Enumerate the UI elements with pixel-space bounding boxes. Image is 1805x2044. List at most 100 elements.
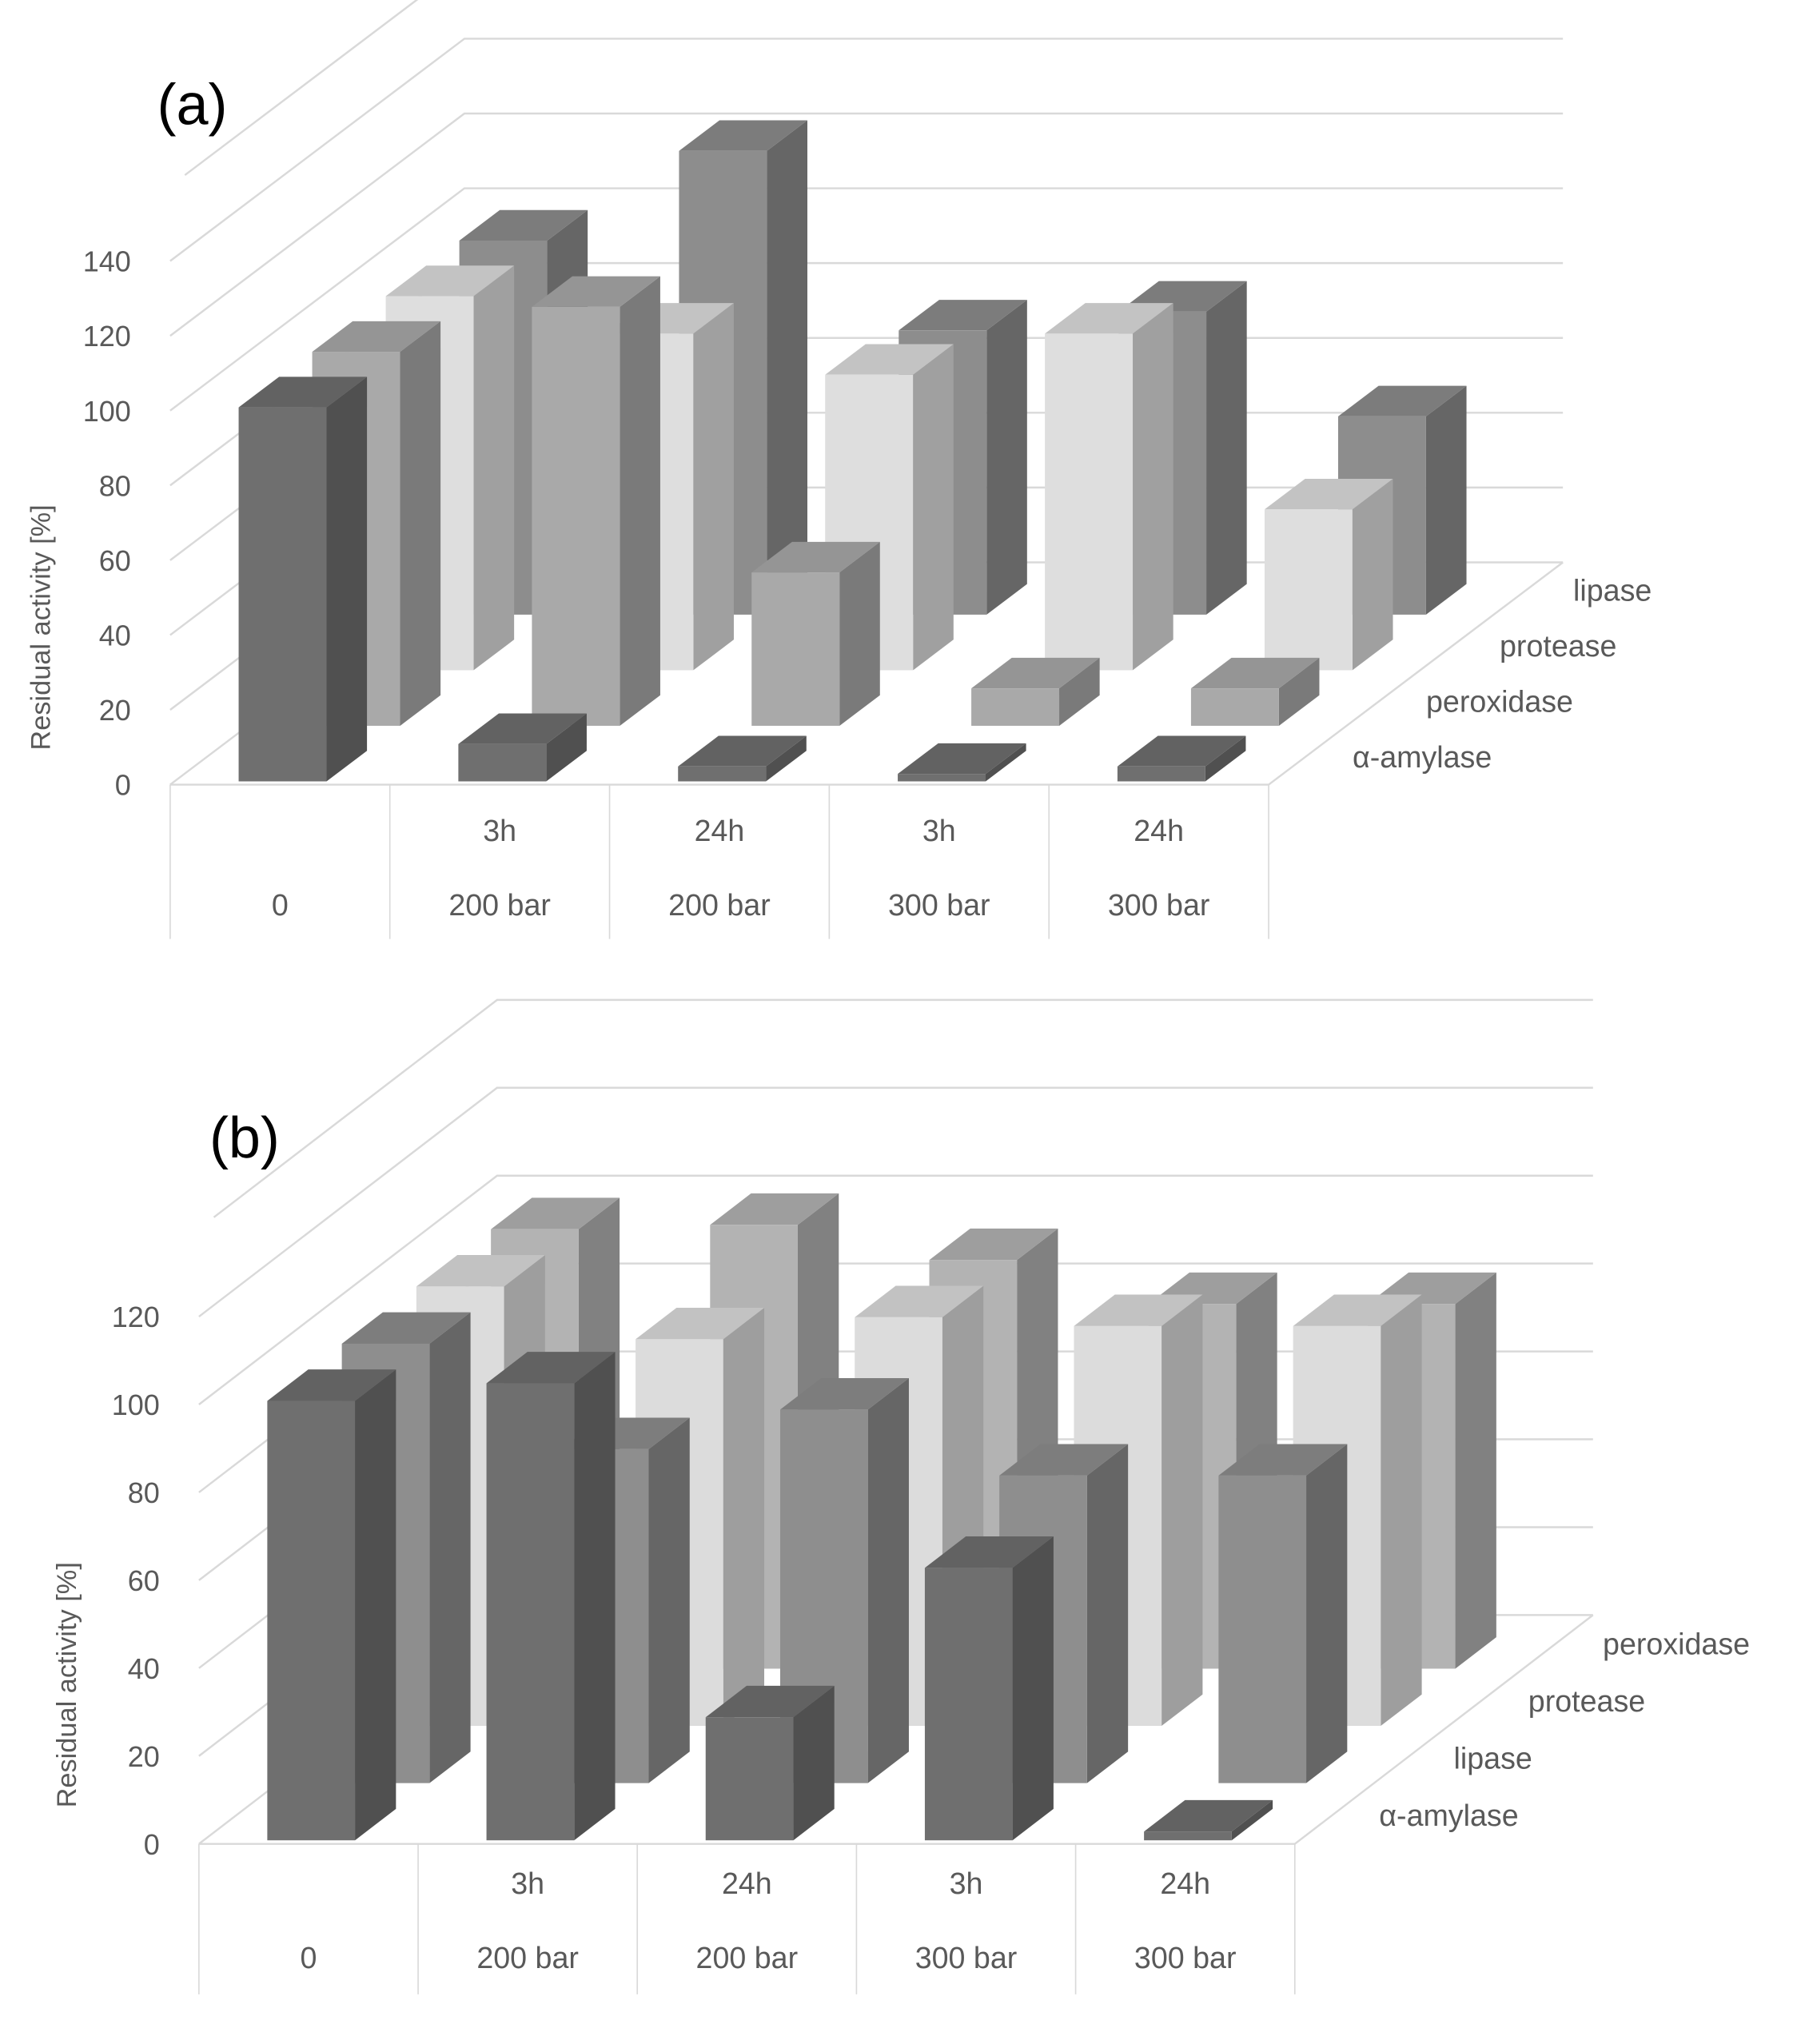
bar-front	[1190, 688, 1279, 726]
category-label: 24h	[1160, 1867, 1210, 1900]
bar-side	[723, 1307, 765, 1727]
bar-front	[705, 1717, 794, 1841]
bar-side	[1059, 657, 1100, 726]
gridline	[184, 0, 419, 177]
bar-top	[458, 713, 587, 744]
bar-top	[1264, 478, 1393, 510]
panel-label: (a)	[157, 73, 228, 137]
bar	[1190, 657, 1320, 726]
bar-front	[1264, 509, 1353, 671]
bar-side	[1381, 1294, 1422, 1727]
bar-front	[1218, 1475, 1307, 1783]
bar-side	[1133, 303, 1173, 671]
bar-top	[636, 1307, 765, 1340]
series-label: protease	[1500, 629, 1616, 663]
bar	[238, 377, 368, 782]
bar-top	[924, 1536, 1054, 1568]
category-label: 3h	[950, 1867, 983, 1900]
bar-top	[532, 276, 660, 307]
bar-top	[267, 1369, 396, 1401]
bar-side	[839, 541, 880, 726]
bar-top	[1045, 303, 1173, 334]
panel-label: (b)	[209, 1106, 280, 1170]
bar-top	[855, 1285, 984, 1317]
series-label: peroxidase	[1426, 684, 1573, 718]
y-axis-label: Residual activity [%]	[26, 504, 56, 750]
category-label: 24h	[695, 814, 745, 847]
bar-side	[767, 120, 807, 615]
bar-side	[985, 743, 1026, 782]
bar-side	[1206, 281, 1247, 615]
y-tick-label: 0	[144, 1828, 160, 1861]
bar-top	[678, 735, 807, 767]
bar	[924, 1536, 1054, 1841]
y-tick-label: 20	[128, 1740, 160, 1773]
bar-side	[648, 1417, 690, 1783]
bar-front	[1045, 333, 1134, 671]
bar	[751, 541, 880, 726]
bar	[532, 276, 660, 726]
gridline	[198, 1086, 1593, 1318]
bar-top	[238, 377, 368, 408]
bar-top	[710, 1193, 839, 1225]
category-label: 300 bar	[915, 1941, 1018, 1974]
bar-top	[929, 1228, 1058, 1261]
bar-side	[620, 276, 660, 726]
bar-side	[867, 1378, 909, 1783]
series-label: lipase	[1454, 1741, 1532, 1775]
bar-top	[825, 344, 954, 375]
bar	[1144, 1799, 1273, 1841]
bar-side	[1086, 1444, 1129, 1783]
bar-top	[312, 321, 441, 353]
bar-top	[751, 541, 880, 573]
bar	[971, 657, 1100, 726]
y-axis-label: Residual activity [%]	[52, 1562, 82, 1807]
bar-side	[546, 713, 587, 782]
y-tick-label: 60	[99, 544, 131, 577]
bar-front	[678, 766, 767, 782]
category-label: 3h	[922, 814, 956, 847]
bar	[898, 743, 1026, 782]
series-label: lipase	[1573, 573, 1652, 607]
bar-side	[1231, 1799, 1273, 1841]
gridline	[169, 38, 1564, 262]
y-tick-label: 120	[83, 320, 131, 353]
bar	[705, 1685, 835, 1841]
bar-front	[267, 1401, 356, 1841]
y-tick-label: 20	[99, 694, 131, 727]
bar-top	[416, 1255, 545, 1287]
bar-top	[1144, 1799, 1273, 1832]
category-label: 200 bar	[668, 888, 771, 922]
bar	[267, 1369, 396, 1841]
bar-top	[898, 743, 1026, 775]
bar	[1218, 1444, 1348, 1783]
y-tick-label: 100	[83, 395, 131, 428]
bar-side	[1278, 657, 1320, 726]
bar-side	[355, 1369, 396, 1841]
bar-top	[1117, 735, 1246, 767]
chart-panel-a: 0 20 40 60 80 100 120 140 0 3h 200 bar 24h 200 bar 3h…	[26, 0, 1652, 939]
bar-side	[1306, 1444, 1348, 1783]
category-label: 300 bar	[1108, 888, 1210, 922]
bar-top	[1074, 1294, 1203, 1326]
bar-front	[751, 572, 840, 726]
bar-top	[486, 1352, 616, 1384]
y-tick-label: 120	[112, 1301, 160, 1333]
bar-top	[779, 1378, 909, 1410]
category-label: 24h	[1134, 814, 1184, 847]
bar-top	[679, 120, 807, 151]
bar-side	[1012, 1536, 1054, 1841]
y-tick-label: 60	[128, 1564, 160, 1597]
bar-side	[400, 321, 441, 726]
bar-top	[459, 209, 588, 241]
bar-side	[1205, 735, 1246, 782]
y-tick-label: 100	[112, 1389, 160, 1421]
bar-front	[486, 1383, 575, 1841]
category-label: 200 bar	[476, 1941, 579, 1974]
bar	[458, 713, 587, 782]
bar-side	[429, 1312, 471, 1783]
bar-side	[693, 303, 734, 671]
category-label: 200 bar	[448, 888, 551, 922]
bar-side	[1161, 1294, 1203, 1727]
